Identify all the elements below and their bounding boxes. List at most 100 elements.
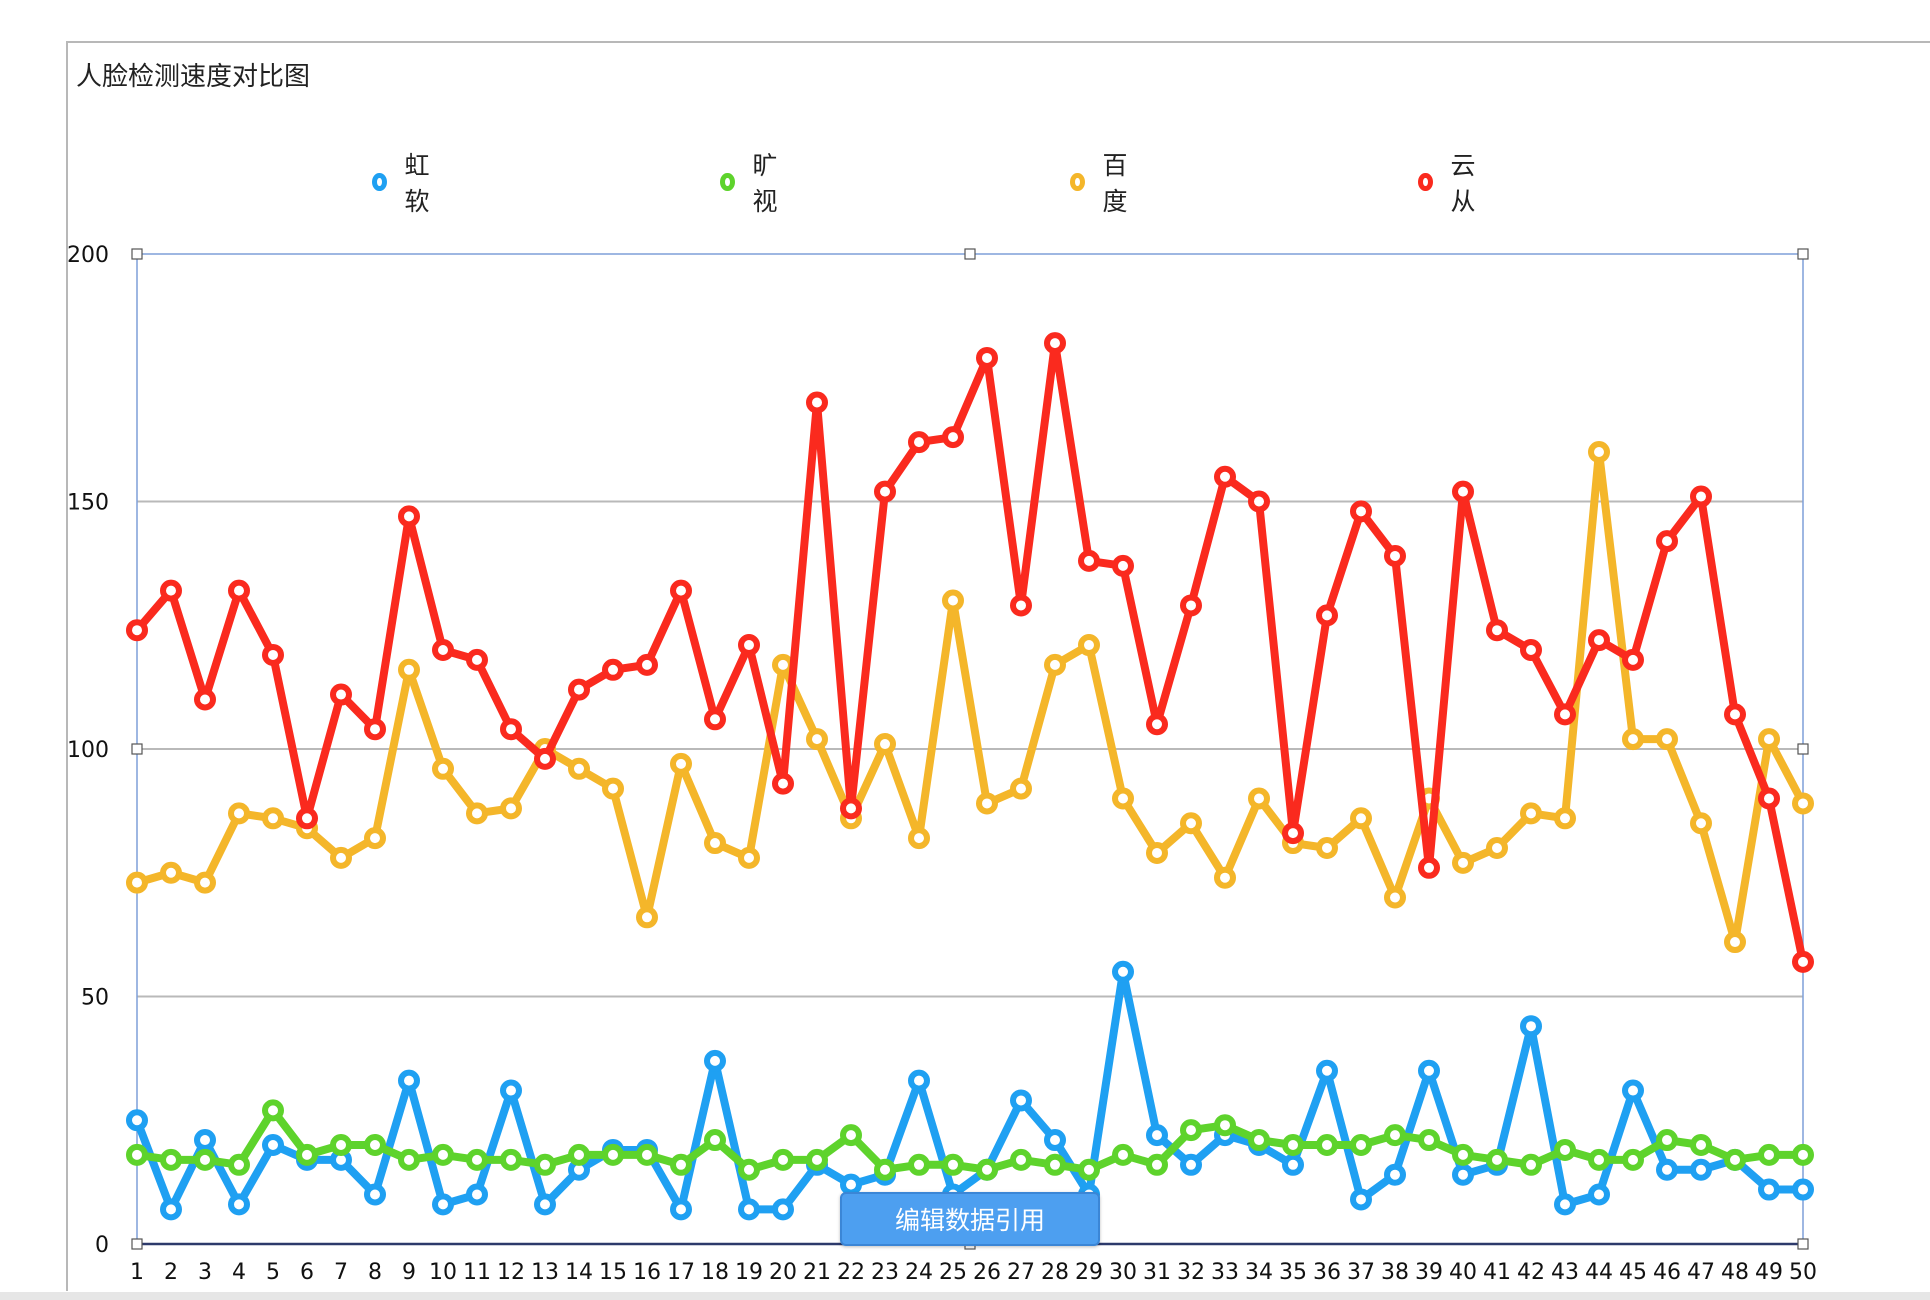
x-tick-label: 33 xyxy=(1211,1260,1239,1285)
data-point xyxy=(228,1153,250,1176)
data-point xyxy=(1622,1148,1644,1171)
data-point xyxy=(772,772,794,795)
data-point xyxy=(1010,1148,1032,1171)
x-tick-label: 26 xyxy=(973,1260,1001,1285)
data-point xyxy=(602,777,624,800)
x-tick-label: 44 xyxy=(1585,1260,1613,1285)
data-point xyxy=(738,1158,760,1181)
data-point xyxy=(1758,787,1780,810)
selection-handle xyxy=(131,248,143,260)
x-tick-label: 32 xyxy=(1177,1260,1205,1285)
x-tick-label: 40 xyxy=(1449,1260,1477,1285)
data-point xyxy=(534,1153,556,1176)
data-point xyxy=(500,1148,522,1171)
data-point xyxy=(1214,1114,1236,1137)
data-point xyxy=(1690,1158,1712,1181)
data-point xyxy=(228,802,250,825)
x-tick-label: 21 xyxy=(803,1260,831,1285)
data-point xyxy=(806,728,828,751)
data-point xyxy=(1758,1143,1780,1166)
data-point xyxy=(1588,629,1610,652)
data-point xyxy=(670,579,692,602)
data-point xyxy=(1758,1178,1780,1201)
data-point xyxy=(534,1193,556,1216)
x-tick-label: 37 xyxy=(1347,1260,1375,1285)
data-point xyxy=(1792,1143,1814,1166)
data-point xyxy=(1180,594,1202,617)
data-point xyxy=(398,658,420,681)
data-point xyxy=(466,1148,488,1171)
data-point xyxy=(1316,604,1338,627)
data-point xyxy=(194,688,216,711)
y-tick-label: 0 xyxy=(95,1233,109,1258)
x-tick-label: 36 xyxy=(1313,1260,1341,1285)
data-point xyxy=(1452,851,1474,874)
data-point xyxy=(364,1134,386,1156)
data-point xyxy=(738,846,760,869)
data-point xyxy=(432,1143,454,1166)
legend-item[interactable]: 虹软 xyxy=(372,146,433,218)
series-line xyxy=(133,967,1807,1214)
y-tick-label: 150 xyxy=(67,491,109,516)
data-point xyxy=(1112,787,1134,810)
data-point xyxy=(602,1143,624,1166)
selection-handle xyxy=(131,743,143,755)
data-point xyxy=(1724,931,1746,954)
bottom-edge xyxy=(0,1292,1930,1300)
data-point xyxy=(1554,1138,1576,1161)
data-point xyxy=(1792,950,1814,973)
data-point xyxy=(1350,1134,1372,1156)
data-point xyxy=(432,639,454,661)
data-point xyxy=(942,589,964,612)
data-point xyxy=(1588,1183,1610,1206)
data-point xyxy=(670,752,692,775)
x-tick-label: 47 xyxy=(1687,1260,1715,1285)
data-point xyxy=(976,792,998,815)
x-tick-label: 23 xyxy=(871,1260,899,1285)
data-point xyxy=(874,733,896,756)
data-point xyxy=(1520,1153,1542,1176)
data-point xyxy=(262,643,284,666)
data-point xyxy=(874,1158,896,1181)
x-tick-label: 41 xyxy=(1483,1260,1511,1285)
data-point xyxy=(126,871,148,894)
data-point xyxy=(1520,802,1542,825)
data-point xyxy=(568,678,590,701)
data-point xyxy=(1622,1079,1644,1102)
x-tick-label: 17 xyxy=(667,1260,695,1285)
data-point xyxy=(1690,1134,1712,1156)
edit-data-reference-button[interactable]: 编辑数据引用 xyxy=(840,1192,1100,1246)
data-point xyxy=(738,634,760,657)
data-point xyxy=(1792,1178,1814,1201)
data-point xyxy=(1418,1059,1440,1082)
x-tick-label: 25 xyxy=(939,1260,967,1285)
data-point xyxy=(1384,1124,1406,1147)
legend-item[interactable]: 云从 xyxy=(1418,146,1479,218)
data-point xyxy=(806,391,828,414)
data-point xyxy=(262,807,284,830)
x-tick-label: 16 xyxy=(633,1260,661,1285)
data-point xyxy=(772,1148,794,1171)
data-point xyxy=(772,653,794,676)
legend-label: 旷视 xyxy=(752,151,778,216)
x-tick-label: 38 xyxy=(1381,1260,1409,1285)
selection-handle xyxy=(964,248,976,260)
data-point xyxy=(670,1198,692,1221)
data-point xyxy=(1452,480,1474,503)
x-tick-label: 1 xyxy=(130,1260,144,1285)
data-point xyxy=(840,1173,862,1196)
data-point xyxy=(228,1193,250,1216)
data-point xyxy=(1180,812,1202,835)
data-point xyxy=(1486,837,1508,859)
data-point xyxy=(1282,1134,1304,1156)
data-point xyxy=(1656,728,1678,751)
x-tick-label: 48 xyxy=(1721,1260,1749,1285)
data-point xyxy=(874,480,896,503)
legend-item[interactable]: 旷视 xyxy=(720,146,781,218)
data-point xyxy=(1690,485,1712,508)
legend-item[interactable]: 百度 xyxy=(1070,146,1131,218)
data-point xyxy=(500,1079,522,1102)
data-point xyxy=(296,807,318,830)
x-tick-label: 9 xyxy=(402,1260,416,1285)
data-point xyxy=(806,1148,828,1171)
